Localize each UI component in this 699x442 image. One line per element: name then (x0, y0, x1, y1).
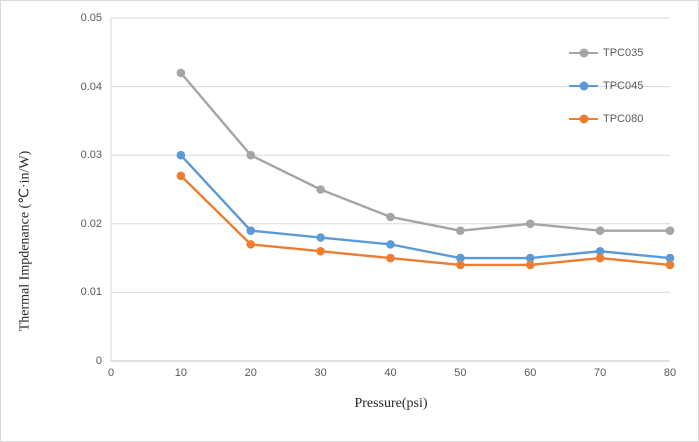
y-tick-label-0.01: 0.01 (80, 286, 102, 299)
legend-dot-icon (579, 114, 588, 124)
data-point-TPC035-50psi (456, 226, 465, 235)
data-point-TPC080-10psi (176, 171, 186, 181)
x-tick-label-30: 30 (314, 367, 327, 379)
y-tick-label-0.04: 0.04 (80, 80, 102, 93)
data-point-TPC035-70psi (595, 226, 605, 235)
data-point-TPC080-70psi (595, 253, 605, 263)
data-point-TPC035-80psi (665, 226, 675, 235)
x-tick-label-40: 40 (384, 367, 397, 379)
x-tick-label-50: 50 (454, 367, 467, 379)
x-tick-label-70: 70 (594, 367, 607, 379)
data-point-TPC045-10psi (176, 150, 186, 160)
data-point-TPC080-60psi (525, 260, 535, 270)
legend-label: TPC035 (603, 47, 644, 59)
y-tick-label-0.05: 0.05 (80, 12, 102, 24)
legend-line-marker-icon (569, 48, 598, 58)
legend-item-TPC045: TPC045 (569, 80, 643, 92)
data-point-TPC045-50psi (456, 253, 465, 263)
data-point-TPC045-60psi (525, 253, 535, 263)
legend-label: TPC045 (603, 80, 644, 92)
legend-dot-icon (579, 81, 588, 91)
x-tick-label-0: 0 (107, 367, 115, 379)
x-tick-label-60: 60 (524, 367, 537, 379)
data-point-TPC035-20psi (246, 150, 256, 160)
legend-line-marker-icon (569, 114, 598, 124)
y-tick-label-0.03: 0.03 (80, 149, 102, 162)
x-axis-title: Pressure(psi) (354, 396, 428, 411)
data-point-TPC080-50psi (456, 260, 465, 270)
data-point-TPC035-10psi (176, 68, 186, 78)
data-point-TPC035-40psi (386, 212, 395, 222)
legend-dot-icon (579, 48, 588, 58)
data-point-TPC045-30psi (316, 233, 325, 242)
legend-item-TPC080: TPC080 (569, 113, 643, 125)
data-point-TPC080-20psi (246, 240, 256, 249)
data-point-TPC080-30psi (316, 246, 325, 256)
data-point-TPC045-20psi (246, 226, 256, 235)
series-line-TPC035 (179, 71, 672, 232)
legend-line-marker-icon (569, 81, 598, 91)
y-axis-title: Thermal Impdenance (℃·in/W) (17, 150, 33, 332)
series-line-TPC045 (179, 153, 672, 260)
y-tick-label-0.02: 0.02 (80, 217, 102, 230)
x-tick-label-10: 10 (174, 367, 187, 379)
legend-item-TPC035: TPC035 (569, 47, 643, 59)
data-point-TPC045-40psi (386, 240, 395, 249)
data-point-TPC080-80psi (665, 260, 675, 270)
series-line-TPC080 (179, 174, 672, 267)
x-tick-label-80: 80 (663, 367, 677, 379)
x-tick-label-20: 20 (244, 367, 257, 379)
data-point-TPC045-80psi (665, 253, 675, 263)
data-point-TPC080-40psi (386, 253, 395, 263)
y-tick-label-0: 0 (95, 355, 102, 367)
legend-label: TPC080 (603, 113, 644, 125)
data-point-TPC035-30psi (316, 185, 325, 194)
data-point-TPC035-60psi (525, 219, 535, 229)
data-point-TPC045-70psi (595, 246, 605, 256)
